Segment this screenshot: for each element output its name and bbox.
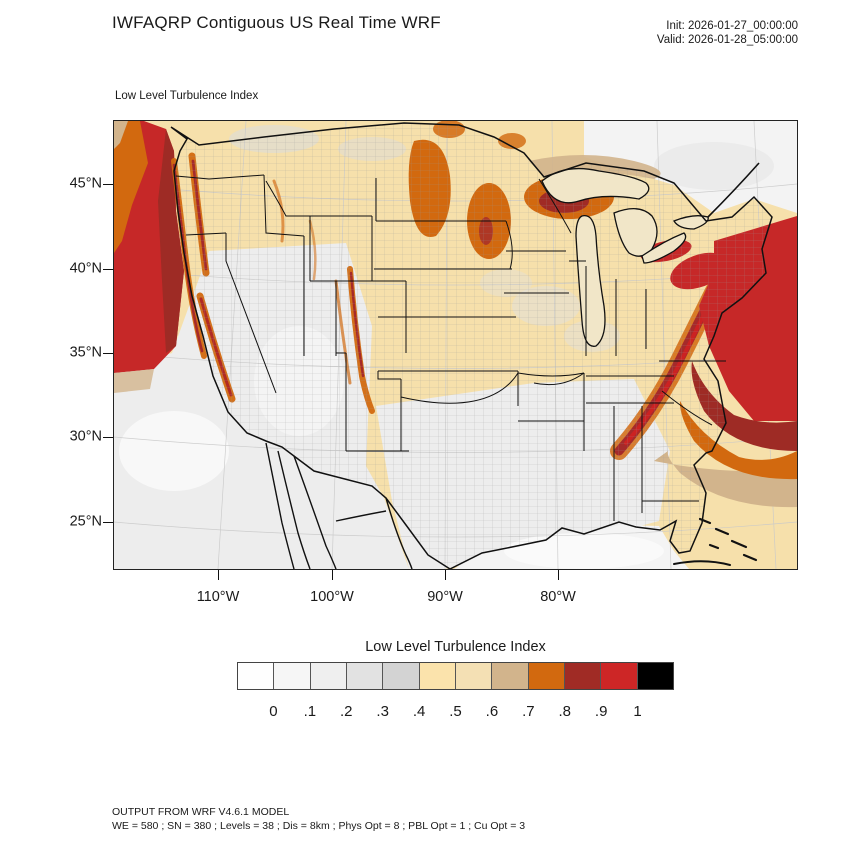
lat-tick [103,437,113,438]
footer-line2: WE = 580 ; SN = 380 ; Levels = 38 ; Dis … [112,819,526,832]
region-pacific-tan-fringe [114,369,154,393]
lat-tick-label: 45°N [69,175,102,192]
valid-time: Valid: 2026-01-28_05:00:00 [656,34,798,46]
region-pacific-white-patch [119,411,229,491]
lat-tick-label: 30°N [69,428,102,445]
lake-erie [641,232,687,264]
colorbar-tick-label: 1 [633,703,642,720]
turbulence-map [114,121,797,569]
colorbar-swatch [528,663,565,689]
region-pacific-orange-fringe [114,121,148,253]
colorbar-swatch [492,663,529,689]
colorbar-swatch [238,663,275,689]
colorbar-swatch [419,663,456,689]
map-plot-area: 45°N 40°N 35°N 30°N 25°N 110°W 100°W 90°W 80°W [70,120,798,605]
mexico-boundaries [265,442,413,569]
colorbar-tick-label: .6 [485,703,499,720]
region-pacific-darkred-band [158,129,184,353]
region-atlantic-darkred-band [691,361,797,451]
field-label: Low Level Turbulence Index [115,90,259,102]
colorbar-tick-label: .3 [376,703,389,720]
colorbar-tick-label: .2 [339,703,353,720]
colorbar-tick-labels: 0 .1 .2 .3 .4 .5 .6 .7 .8 .9 1 [237,703,674,725]
colorbar-swatch [274,663,311,689]
model-times: Init: 2026-01-27_00:00:00 Valid: 2026-01… [657,19,798,47]
st-lawrence-river [707,162,760,218]
lat-tick-label: 25°N [69,513,102,530]
colorbar-swatches [237,662,674,690]
lake-michigan [575,215,606,347]
lake-ontario [673,215,709,230]
colorbar-swatch [637,663,673,689]
lon-tick-label: 80°W [540,589,576,605]
lon-tick [558,570,559,580]
lat-tick [103,353,113,354]
colorbar-swatch [383,663,420,689]
lon-tick [445,570,446,580]
region-quebec-gray-patch [654,142,774,190]
colorbar-tick-label: .8 [558,703,572,720]
lon-tick [218,570,219,580]
colorbar-swatch [346,663,384,689]
lake-superior [541,167,650,204]
region-se-coast-tanbrown-band [654,451,797,508]
lat-tick [103,522,113,523]
colorbar-tick-label: .5 [449,703,462,720]
colorbar-tick-label: .4 [412,703,426,720]
colorbar-tick-label: .7 [522,703,535,720]
lon-tick-label: 100°W [310,589,354,605]
colorbar-swatch [455,663,493,689]
lat-tick-label: 35°N [69,344,102,361]
state-boundaries [175,174,726,521]
lon-tick-label: 110°W [196,589,240,605]
colorbar-tick-label: .9 [594,703,608,720]
lon-tick-label: 90°W [427,589,463,605]
init-time: Init: 2026-01-27_00:00:00 [666,20,798,32]
colorbar-tick-label: .1 [303,703,317,720]
colorbar-swatch [601,663,638,689]
colorbar-tick-label: 0 [269,703,278,720]
lat-tick-label: 40°N [69,260,102,277]
region-gulf-white-patch [504,533,664,569]
footer-line1: OUTPUT FROM WRF V4.6.1 MODEL [112,806,290,818]
lat-tick [103,184,113,185]
great-lakes [541,167,709,347]
lat-tick [103,269,113,270]
region-pacific-tan-corner [114,121,128,149]
colorbar-swatch [564,663,602,689]
lon-tick [332,570,333,580]
colorbar-title: Low Level Turbulence Index [365,639,546,655]
page-title: IWFAQRP Contiguous US Real Time WRF [112,13,441,32]
colorbar-legend: Low Level Turbulence Index 0 .1 .2 .3 .4 .5 .6… [237,639,674,729]
bahamas-islands [673,517,758,566]
colorbar-swatch [310,663,347,689]
model-footer: OUTPUT FROM WRF V4.6.1 MODEL WE = 580 ; … [112,806,525,833]
